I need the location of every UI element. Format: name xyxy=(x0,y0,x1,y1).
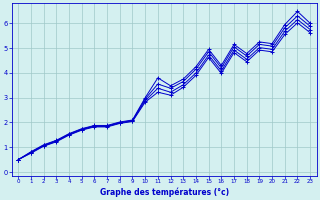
X-axis label: Graphe des températures (°c): Graphe des températures (°c) xyxy=(100,187,229,197)
